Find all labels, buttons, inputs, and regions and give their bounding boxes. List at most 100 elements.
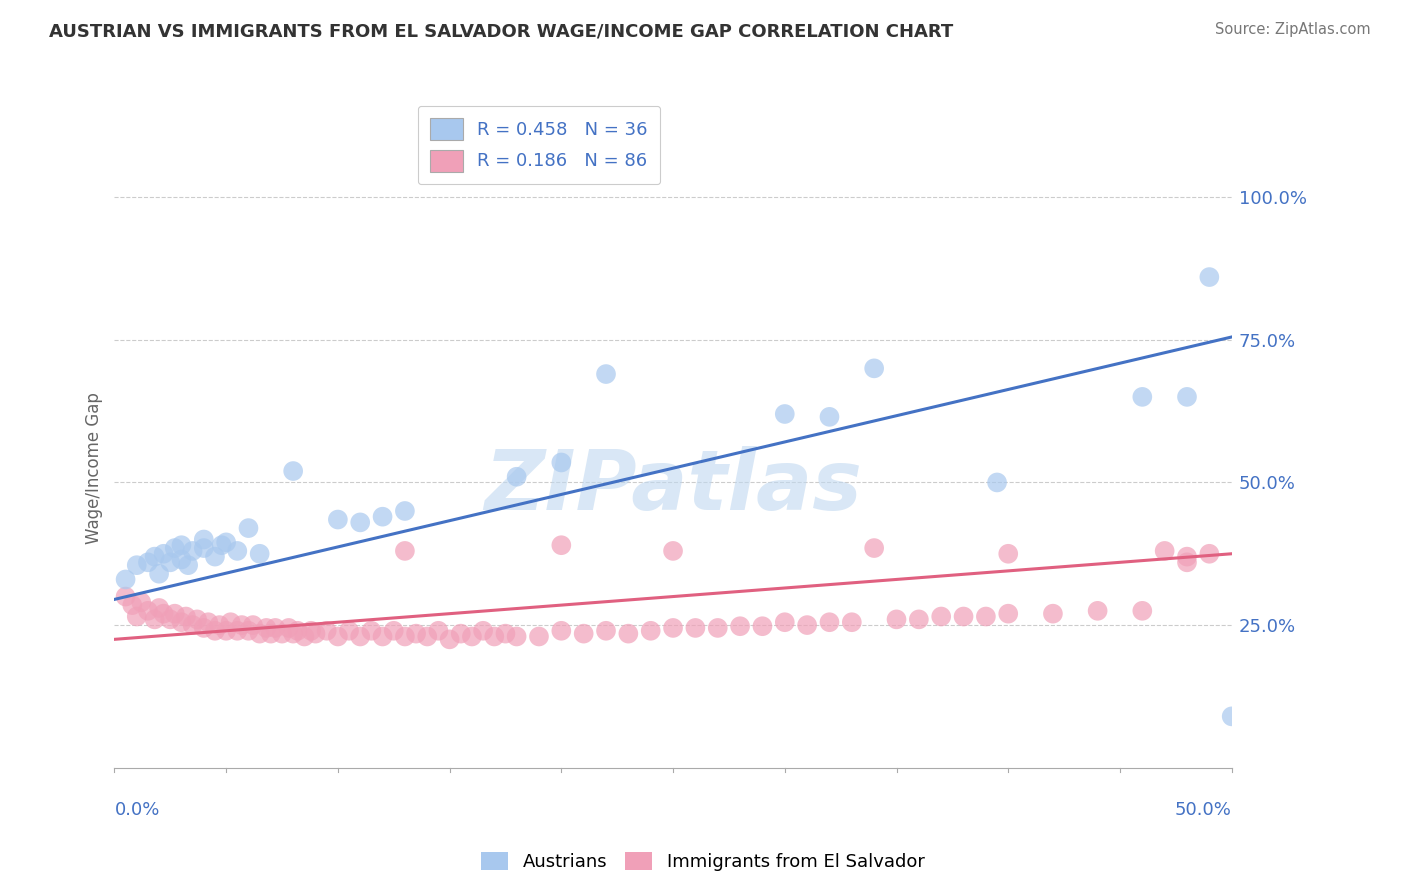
Point — [181, 544, 204, 558]
Point — [550, 624, 572, 638]
Point — [249, 547, 271, 561]
Point — [685, 621, 707, 635]
Point — [125, 558, 148, 573]
Point — [796, 618, 818, 632]
Point — [773, 407, 796, 421]
Point — [143, 549, 166, 564]
Point — [728, 619, 751, 633]
Point — [706, 621, 728, 635]
Point — [193, 533, 215, 547]
Point — [136, 604, 159, 618]
Point — [908, 612, 931, 626]
Point — [349, 516, 371, 530]
Point — [170, 538, 193, 552]
Point — [159, 555, 181, 569]
Point — [472, 624, 495, 638]
Point — [231, 618, 253, 632]
Point — [1175, 549, 1198, 564]
Text: AUSTRIAN VS IMMIGRANTS FROM EL SALVADOR WAGE/INCOME GAP CORRELATION CHART: AUSTRIAN VS IMMIGRANTS FROM EL SALVADOR … — [49, 22, 953, 40]
Point — [283, 626, 305, 640]
Point — [148, 566, 170, 581]
Point — [640, 624, 662, 638]
Point — [326, 512, 349, 526]
Point — [315, 624, 337, 638]
Point — [114, 573, 136, 587]
Point — [215, 535, 238, 549]
Point — [986, 475, 1008, 490]
Point — [997, 547, 1019, 561]
Point — [427, 624, 450, 638]
Point — [204, 624, 226, 638]
Point — [238, 521, 260, 535]
Point — [277, 621, 299, 635]
Point — [125, 609, 148, 624]
Text: Source: ZipAtlas.com: Source: ZipAtlas.com — [1215, 22, 1371, 37]
Point — [617, 626, 640, 640]
Point — [264, 621, 287, 635]
Point — [226, 544, 249, 558]
Point — [226, 624, 249, 638]
Point — [163, 541, 186, 555]
Point — [208, 618, 231, 632]
Point — [371, 509, 394, 524]
Point — [841, 615, 863, 630]
Point — [1087, 604, 1109, 618]
Point — [818, 409, 841, 424]
Point — [1130, 604, 1153, 618]
Point — [461, 630, 484, 644]
Point — [181, 618, 204, 632]
Point — [484, 630, 506, 644]
Point — [287, 624, 309, 638]
Point — [249, 626, 271, 640]
Point — [360, 624, 382, 638]
Point — [170, 615, 193, 630]
Legend: R = 0.458   N = 36, R = 0.186   N = 86: R = 0.458 N = 36, R = 0.186 N = 86 — [418, 106, 661, 184]
Point — [174, 609, 197, 624]
Point — [550, 538, 572, 552]
Point — [215, 624, 238, 638]
Point — [193, 541, 215, 555]
Point — [152, 547, 174, 561]
Point — [886, 612, 908, 626]
Point — [349, 630, 371, 644]
Point — [129, 595, 152, 609]
Point — [751, 619, 773, 633]
Point — [495, 626, 517, 640]
Point — [394, 544, 416, 558]
Point — [572, 626, 595, 640]
Point — [416, 630, 439, 644]
Point — [662, 621, 685, 635]
Point — [152, 607, 174, 621]
Point — [204, 549, 226, 564]
Point — [1175, 390, 1198, 404]
Point — [997, 607, 1019, 621]
Point — [405, 626, 427, 640]
Point — [197, 615, 219, 630]
Point — [136, 555, 159, 569]
Point — [550, 455, 572, 469]
Point — [773, 615, 796, 630]
Point — [304, 626, 326, 640]
Point — [163, 607, 186, 621]
Point — [283, 464, 305, 478]
Point — [450, 626, 472, 640]
Point — [1130, 390, 1153, 404]
Point — [371, 630, 394, 644]
Point — [299, 624, 322, 638]
Point — [439, 632, 461, 647]
Point — [177, 558, 200, 573]
Point — [170, 552, 193, 566]
Point — [211, 538, 233, 552]
Point — [143, 612, 166, 626]
Point — [186, 612, 208, 626]
Point — [219, 615, 242, 630]
Point — [193, 621, 215, 635]
Point — [292, 630, 315, 644]
Point — [974, 609, 997, 624]
Point — [818, 615, 841, 630]
Point — [394, 630, 416, 644]
Point — [1175, 555, 1198, 569]
Point — [929, 609, 952, 624]
Point — [394, 504, 416, 518]
Point — [114, 590, 136, 604]
